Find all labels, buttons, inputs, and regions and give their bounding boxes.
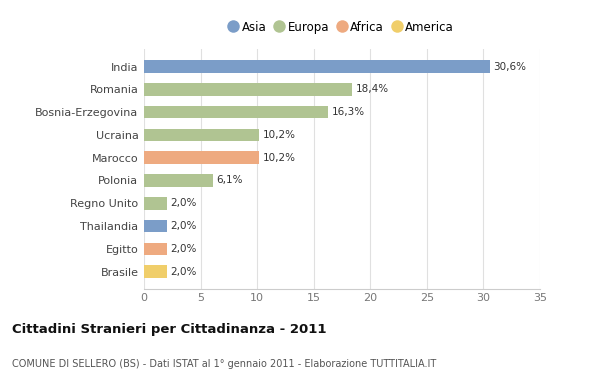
Text: 30,6%: 30,6% [494,62,527,71]
Text: COMUNE DI SELLERO (BS) - Dati ISTAT al 1° gennaio 2011 - Elaborazione TUTTITALIA: COMUNE DI SELLERO (BS) - Dati ISTAT al 1… [12,359,436,369]
Text: 2,0%: 2,0% [170,244,196,254]
Text: 2,0%: 2,0% [170,198,196,208]
Bar [144,83,352,96]
Bar [144,152,259,164]
Bar [144,220,167,232]
Text: 16,3%: 16,3% [332,107,365,117]
Bar [144,106,328,119]
Text: 6,1%: 6,1% [217,176,243,185]
Bar [144,129,259,141]
Text: 2,0%: 2,0% [170,221,196,231]
Bar [144,174,213,187]
Text: 10,2%: 10,2% [263,130,296,140]
Bar [144,197,167,209]
Bar [144,265,167,278]
Text: 2,0%: 2,0% [170,267,196,277]
Bar [144,60,490,73]
Text: 18,4%: 18,4% [356,84,389,94]
Text: 10,2%: 10,2% [263,153,296,163]
Text: Cittadini Stranieri per Cittadinanza - 2011: Cittadini Stranieri per Cittadinanza - 2… [12,323,326,336]
Bar [144,242,167,255]
Legend: Asia, Europa, Africa, America: Asia, Europa, Africa, America [226,17,458,37]
